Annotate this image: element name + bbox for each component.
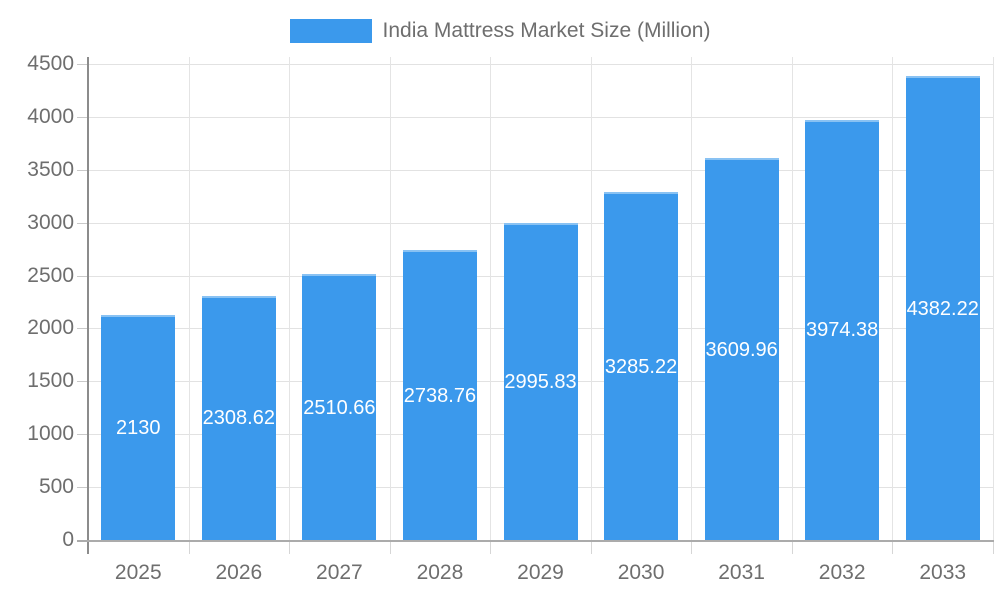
- x-axis-label: 2031: [718, 561, 765, 584]
- y-axis-tick-label: 2000: [27, 316, 74, 340]
- y-axis-tick: [77, 381, 88, 383]
- x-axis-label: 2029: [517, 561, 564, 584]
- bar-2029[interactable]: 2995.83: [503, 223, 578, 540]
- gridline-vertical: [691, 57, 693, 540]
- y-axis-tick: [77, 434, 88, 436]
- gridline-vertical: [289, 57, 291, 540]
- y-axis-tick-label: 4000: [27, 104, 74, 128]
- x-axis-label: 2026: [215, 561, 263, 584]
- bar-value-label: 3609.96: [705, 338, 778, 361]
- bar-value-label: 4382.22: [906, 297, 979, 320]
- y-axis-tick-label: 2500: [27, 263, 74, 287]
- y-axis-tick: [77, 222, 88, 224]
- bar-2025[interactable]: 2130: [101, 314, 176, 540]
- x-axis-tick: [691, 542, 693, 554]
- bar-2028[interactable]: 2738.76: [402, 250, 477, 540]
- x-axis-label: 2033: [919, 561, 967, 584]
- y-axis-tick: [77, 169, 88, 171]
- y-axis-tick: [77, 487, 88, 489]
- bar-value-label: 2738.76: [403, 384, 477, 407]
- bar-2032[interactable]: 3974.38: [805, 119, 880, 540]
- y-axis-tick: [77, 116, 88, 118]
- bar-2031[interactable]: 3609.96: [704, 158, 779, 540]
- gridline-horizontal: [88, 116, 993, 118]
- gridline-vertical: [892, 57, 894, 540]
- x-axis-tick: [289, 542, 291, 554]
- bar-value-label: 2308.62: [202, 407, 275, 430]
- x-axis-label: 2032: [818, 561, 866, 584]
- y-axis-tick: [77, 275, 88, 277]
- x-axis-label: 2025: [114, 561, 162, 584]
- y-axis-tick-label: 4500: [27, 52, 74, 75]
- bar-value-label: 3285.22: [604, 355, 678, 378]
- x-axis-tick: [188, 542, 190, 554]
- gridline-vertical: [188, 57, 190, 540]
- x-axis-tick: [590, 542, 592, 554]
- bar-2027[interactable]: 2510.66: [302, 274, 377, 540]
- x-axis-tick: [892, 542, 894, 554]
- x-axis-tick: [490, 542, 492, 554]
- gridline-vertical: [590, 57, 592, 540]
- y-axis-tick-label: 1000: [27, 422, 74, 446]
- bar-value-label: 2995.83: [504, 371, 577, 394]
- legend-swatch-icon: [289, 19, 372, 43]
- legend[interactable]: India Mattress Market Size (Million): [0, 14, 1000, 48]
- x-axis-tick: [389, 542, 391, 554]
- y-axis-tick-label: 3000: [27, 210, 74, 234]
- bar-2030[interactable]: 3285.22: [604, 192, 679, 540]
- bar-value-label: 2130: [116, 416, 161, 439]
- bar-2033[interactable]: 4382.22: [905, 76, 980, 540]
- bar-value-label: 2510.66: [303, 396, 376, 419]
- y-axis-tick-label: 0: [62, 528, 74, 551]
- gridline-vertical: [490, 57, 492, 540]
- y-axis-tick-label: 3500: [27, 157, 74, 181]
- x-axis-label: 2027: [316, 561, 363, 584]
- y-axis-tick-label: 1500: [27, 369, 74, 393]
- legend-label: India Mattress Market Size (Million): [382, 19, 711, 42]
- bar-2026[interactable]: 2308.62: [201, 295, 276, 540]
- x-axis-label: 2030: [617, 561, 665, 584]
- gridline-vertical: [791, 57, 793, 540]
- gridline-vertical: [993, 57, 994, 540]
- y-axis-tick: [77, 64, 88, 65]
- y-axis-tick: [77, 328, 88, 330]
- y-axis-tick-label: 500: [38, 475, 74, 499]
- x-axis-tick: [993, 542, 994, 554]
- gridline-vertical: [389, 57, 391, 540]
- x-axis-line: [77, 540, 994, 542]
- gridline-horizontal: [88, 64, 993, 65]
- x-axis-label: 2028: [416, 561, 464, 584]
- gridline-horizontal: [88, 169, 993, 171]
- x-axis-tick: [791, 542, 793, 554]
- y-axis-line: [87, 57, 89, 554]
- bar-value-label: 3974.38: [806, 319, 879, 342]
